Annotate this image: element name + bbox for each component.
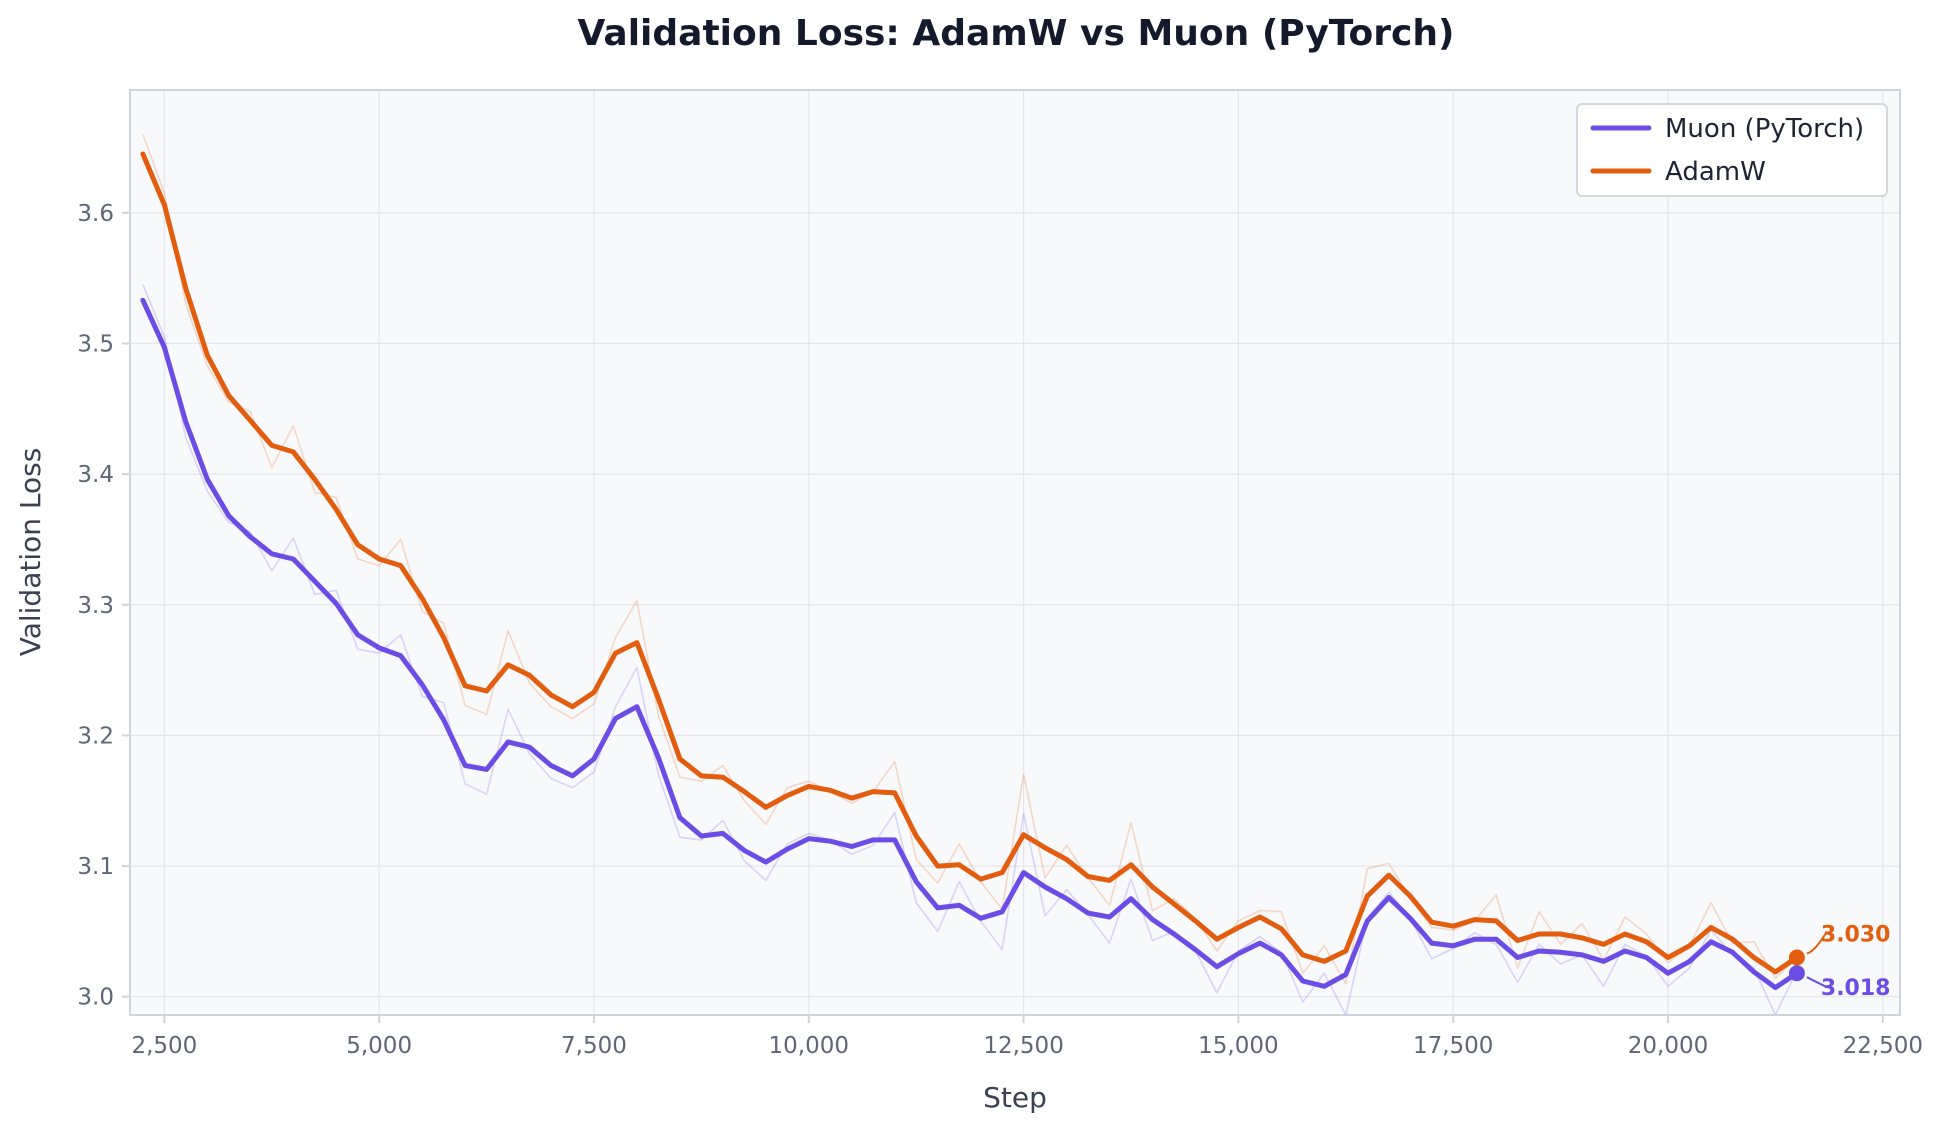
series-line-adamw — [140, 151, 1800, 975]
x-axis-ticks: 2,500 5,000 7,500 10,000 12,500 15,000 17,500 2… — [131, 1015, 1923, 1059]
plot-frame — [129, 89, 1901, 1016]
annotation-arrow-adamw — [1806, 930, 1828, 955]
y-tick-label: 3.6 — [77, 201, 114, 227]
y-axis-label: Validation Loss — [14, 448, 47, 657]
chart-title: Validation Loss: AdamW vs Muon (PyTorch) — [578, 13, 1455, 54]
legend-label-muon: Muon (PyTorch) — [1665, 114, 1864, 144]
final-value-annotations: 3.030 3.018 — [1788, 923, 1891, 1001]
plot-area — [130, 90, 1900, 1015]
y-tick-label: 3.0 — [77, 985, 114, 1011]
legend-label-adamw: AdamW — [1665, 157, 1766, 187]
y-tick-label: 3.3 — [77, 593, 114, 619]
x-tick-label: 22,500 — [1843, 1033, 1923, 1059]
x-tick-label: 17,500 — [1413, 1033, 1493, 1059]
final-point-muon — [1788, 965, 1805, 982]
x-axis-label: Step — [983, 1081, 1047, 1114]
y-tick-label: 3.2 — [77, 723, 114, 749]
raw-line-muon — [142, 284, 1798, 1016]
annotation-label-muon: 3.018 — [1821, 976, 1891, 1001]
smoothed-series-lines — [140, 151, 1800, 991]
grid-lines — [130, 90, 1900, 1015]
y-axis-ticks: 3.0 3.1 3.2 3.3 3.4 3.5 3.6 — [77, 201, 130, 1011]
annotation-arrow-muon — [1806, 976, 1828, 989]
x-tick-label: 12,500 — [983, 1033, 1063, 1059]
x-tick-label: 15,000 — [1198, 1033, 1278, 1059]
legend: Muon (PyTorch) AdamW — [1576, 103, 1888, 197]
x-tick-label: 7,500 — [561, 1033, 627, 1059]
y-tick-label: 3.4 — [77, 462, 114, 488]
annotation-label-adamw: 3.030 — [1821, 923, 1891, 948]
x-tick-label: 2,500 — [131, 1033, 197, 1059]
x-tick-label: 10,000 — [769, 1033, 849, 1059]
final-point-adamw — [1788, 949, 1805, 966]
y-tick-label: 3.1 — [77, 854, 114, 880]
y-tick-label: 3.5 — [77, 331, 114, 357]
series-line-muon — [140, 297, 1800, 991]
legend-box — [1576, 103, 1888, 197]
x-tick-label: 5,000 — [346, 1033, 412, 1059]
x-tick-label: 20,000 — [1628, 1033, 1708, 1059]
